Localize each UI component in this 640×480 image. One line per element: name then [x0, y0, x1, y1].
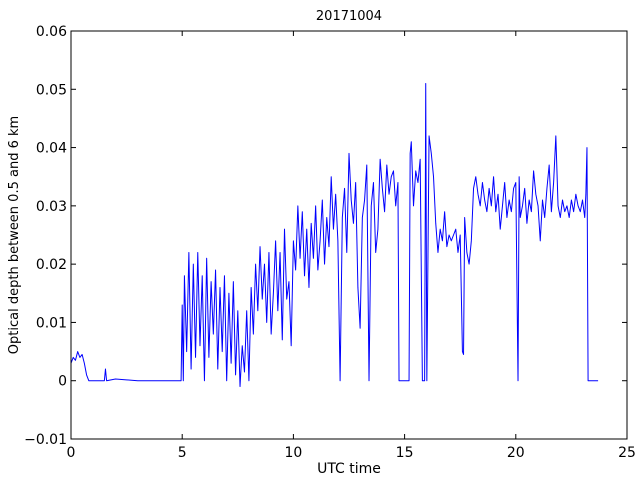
- x-axis-label: UTC time: [317, 461, 381, 477]
- plot-frame: [70, 30, 628, 440]
- y-tick-label: 0.02: [36, 257, 67, 273]
- y-tick-label: 0.04: [36, 141, 67, 157]
- x-axis: 0 5 10 15 20 25: [67, 31, 636, 461]
- x-tick-label: 20: [507, 445, 525, 461]
- series-line-1: [70, 82, 599, 388]
- y-tick-label: 0.05: [36, 82, 67, 98]
- y-tick-label: 0.06: [36, 24, 67, 40]
- y-tick-label: 0.01: [36, 315, 67, 331]
- y-tick-label: −0.01: [24, 432, 67, 448]
- x-tick-label: 10: [284, 445, 302, 461]
- x-tick-label: 15: [396, 445, 414, 461]
- x-tick-label: 5: [178, 445, 187, 461]
- y-axis-label: Optical depth between 0.5 and 6 km: [7, 116, 22, 354]
- y-tick-label: 0.03: [36, 199, 67, 215]
- y-axis: −0.01 0 0.01 0.02 0.03 0.04 0.05 0.06: [24, 24, 627, 448]
- x-tick-label: 25: [618, 445, 636, 461]
- x-tick-label: 0: [67, 445, 76, 461]
- chart-title: 20171004: [316, 9, 382, 24]
- series-layer: [70, 82, 599, 388]
- y-tick-label: 0: [58, 374, 67, 390]
